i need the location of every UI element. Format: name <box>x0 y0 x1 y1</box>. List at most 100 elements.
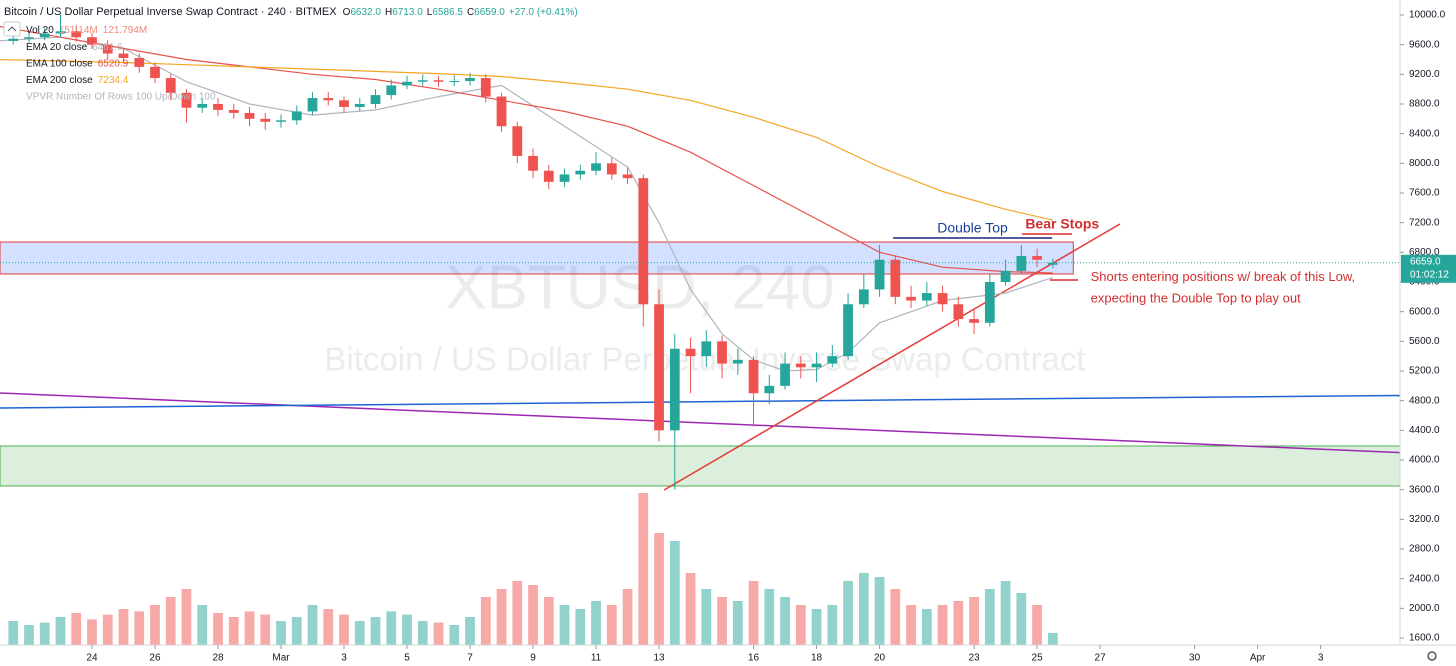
x-tick-label: 7 <box>467 653 473 664</box>
y-tick-label: 7200.0 <box>1409 217 1440 228</box>
x-tick-label: 26 <box>149 653 161 664</box>
volume-bar <box>118 609 129 645</box>
volume-bar <box>402 614 412 645</box>
candle-body <box>291 111 302 121</box>
volume-bar <box>937 605 948 645</box>
ohlc-value: 6632.0 <box>350 7 381 18</box>
candle-body <box>39 33 50 38</box>
ohlc-key: O <box>343 7 351 18</box>
ema-value: 6520.9 <box>98 58 129 69</box>
candle-body <box>480 78 491 97</box>
candle-body <box>244 112 255 119</box>
volume-bar <box>638 493 649 645</box>
candle-body <box>8 38 19 41</box>
volume-bar <box>795 605 806 645</box>
candle-body <box>1032 256 1042 260</box>
candle-body <box>921 293 932 301</box>
candle-body <box>213 103 223 110</box>
x-tick-label: 23 <box>969 653 981 664</box>
candle-body <box>102 44 113 54</box>
change: +27.0 (+0.41%) <box>509 7 578 18</box>
candle-body <box>543 170 554 182</box>
candle-body <box>1047 262 1058 265</box>
ema-name: EMA 200 close <box>26 75 93 86</box>
annotation: Double Top <box>937 219 1008 235</box>
y-tick-label: 2800.0 <box>1409 544 1440 555</box>
vpvr-label: VPVR Number Of Rows 100 Up/Down 100 <box>26 92 216 103</box>
candle-body <box>559 174 570 182</box>
candle-body <box>307 98 318 112</box>
y-tick-label: 1600.0 <box>1409 633 1440 644</box>
volume-bar <box>386 611 397 645</box>
volume-bar <box>811 609 822 645</box>
volume-bar <box>228 617 239 645</box>
volume-bar <box>449 625 460 645</box>
volume-bar <box>1047 632 1058 645</box>
x-tick-label: 18 <box>811 653 823 664</box>
volume-bar <box>323 609 334 645</box>
volume-bar <box>685 573 696 645</box>
x-tick-label: 9 <box>530 653 536 664</box>
volume-bar <box>559 605 570 645</box>
candle-body <box>795 363 806 368</box>
volume-bar <box>417 621 428 645</box>
zone <box>0 445 1400 487</box>
volume-bar <box>433 622 444 645</box>
candle-body <box>449 80 460 82</box>
volume-value: 151.14M <box>59 25 98 36</box>
y-tick-label: 6800.0 <box>1409 247 1440 258</box>
candle-body <box>528 155 538 171</box>
y-tick-label: 5600.0 <box>1409 336 1440 347</box>
candle-body <box>890 259 901 297</box>
candle-body <box>465 78 475 81</box>
volume-name: Vol 20 <box>26 25 54 36</box>
candle-body <box>937 293 948 305</box>
candle-body <box>575 170 586 175</box>
header: Bitcoin / US Dollar Perpetual Inverse Sw… <box>4 6 578 18</box>
annotation: Bear Stops <box>1025 216 1099 232</box>
candle-body <box>827 356 838 364</box>
candle-body <box>622 174 633 179</box>
trend-line <box>663 223 1121 491</box>
ema-value: 7234.4 <box>98 75 129 86</box>
candle-body <box>512 126 523 156</box>
candle-body <box>732 359 743 364</box>
candle-body <box>118 53 129 59</box>
volume-bar <box>654 533 664 645</box>
x-tick-label: 28 <box>212 653 224 664</box>
y-tick-label: 3600.0 <box>1409 484 1440 495</box>
x-tick-label: Mar <box>272 653 290 664</box>
gear <box>1427 651 1437 661</box>
candle-body <box>354 103 365 107</box>
candle-body <box>134 58 145 67</box>
y-tick-label: 8800.0 <box>1409 99 1440 110</box>
y-tick-label: 7600.0 <box>1409 188 1440 199</box>
x-tick-label: Apr <box>1250 653 1266 664</box>
settings-icon[interactable] <box>1427 651 1437 661</box>
volume-bar <box>764 589 775 645</box>
collapse-button[interactable] <box>3 21 21 37</box>
volume-bar <box>717 597 727 645</box>
ema-line <box>0 58 1053 221</box>
volume-bar <box>1016 593 1027 645</box>
volume-bar <box>307 605 318 645</box>
plot-area: Double Top Bear Stops Shorts entering posi… <box>0 14 1400 645</box>
volume-bar <box>701 589 712 645</box>
volume-bar <box>606 605 617 645</box>
volume-bar <box>87 619 97 645</box>
candle-body <box>685 348 696 357</box>
y-tick-label: 2000.0 <box>1409 603 1440 614</box>
candle-body <box>748 359 759 394</box>
candle-body <box>780 363 790 386</box>
candle-body <box>701 341 712 357</box>
trend-line <box>0 394 1400 409</box>
candle-body <box>197 103 208 108</box>
x-tick-label: 25 <box>1032 653 1044 664</box>
volume-bar <box>622 589 633 645</box>
annotation: expecting the Double Top to play out <box>1091 290 1301 305</box>
candle-body <box>638 178 649 305</box>
candle-body <box>858 289 869 305</box>
candle-body <box>717 341 727 364</box>
candle-body <box>843 304 853 357</box>
candle-body <box>71 31 82 38</box>
